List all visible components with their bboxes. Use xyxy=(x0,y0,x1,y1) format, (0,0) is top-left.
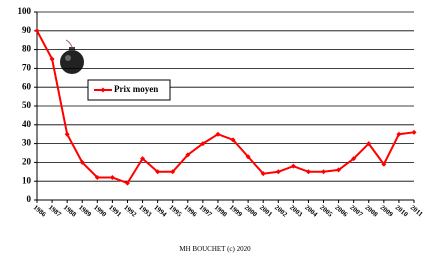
x-tick-label: 1991 xyxy=(107,203,123,218)
x-tick-label: 1999 xyxy=(228,203,244,218)
x-tick-label: 2010 xyxy=(394,203,410,218)
x-tick-label: 2007 xyxy=(348,203,364,218)
x-tick-label: 1988 xyxy=(62,203,78,218)
y-tick-label: 80 xyxy=(22,44,32,54)
data-point xyxy=(110,175,115,180)
y-tick-label: 10 xyxy=(22,175,32,185)
x-tick-label: 1987 xyxy=(47,203,63,218)
x-tick-label: 1994 xyxy=(152,203,168,218)
x-tick-label: 1986 xyxy=(32,203,48,218)
x-tick-label: 1993 xyxy=(137,203,153,218)
data-point xyxy=(306,169,311,174)
y-tick-label: 0 xyxy=(27,194,32,204)
x-tick-label: 1996 xyxy=(183,203,199,218)
page: {"chart_data": {"type": "line", "categor… xyxy=(0,0,424,256)
x-tick-label: 1992 xyxy=(122,203,138,218)
x-tick-label: 1998 xyxy=(213,203,229,218)
x-tick-label: 2000 xyxy=(243,203,259,218)
x-tick-label: 1989 xyxy=(77,203,93,218)
data-line xyxy=(37,31,414,183)
footer: MH BOUCHET (c) 2020 xyxy=(179,245,251,253)
data-point xyxy=(412,130,417,135)
y-tick-label: 50 xyxy=(22,100,32,110)
bomb-icon xyxy=(60,40,84,74)
data-point xyxy=(291,164,296,169)
data-point xyxy=(321,169,326,174)
y-tick-label: 90 xyxy=(22,25,32,35)
x-tick-label: 2001 xyxy=(258,203,274,218)
x-tick-label: 2006 xyxy=(333,203,349,218)
y-tick-label: 20 xyxy=(22,156,32,166)
x-tick-label: 2003 xyxy=(288,203,304,218)
x-tick-label: 2008 xyxy=(363,203,379,218)
x-tick-label: 1990 xyxy=(92,203,108,218)
y-tick-label: 40 xyxy=(22,119,32,129)
y-tick-label: 70 xyxy=(22,62,32,72)
x-tick-label: 2002 xyxy=(273,203,289,218)
x-tick-label: 1997 xyxy=(198,203,214,218)
x-tick-label: 2009 xyxy=(379,203,395,218)
legend: Prix moyen xyxy=(88,80,170,100)
y-tick-label: 60 xyxy=(22,81,32,91)
y-tick-label: 100 xyxy=(18,6,32,16)
x-tick-label: 2011 xyxy=(409,203,424,218)
x-tick-label: 1995 xyxy=(167,203,183,218)
chart: MH BOUCHET (c) 2020 0 10 20 30 40 50 60 70 80 90 1… xyxy=(0,0,424,256)
data-point xyxy=(276,169,281,174)
x-tick-label: 2004 xyxy=(303,203,319,218)
legend-label: Prix moyen xyxy=(114,84,158,94)
y-tick-label: 30 xyxy=(22,138,32,148)
x-tick-label: 2005 xyxy=(318,203,334,218)
